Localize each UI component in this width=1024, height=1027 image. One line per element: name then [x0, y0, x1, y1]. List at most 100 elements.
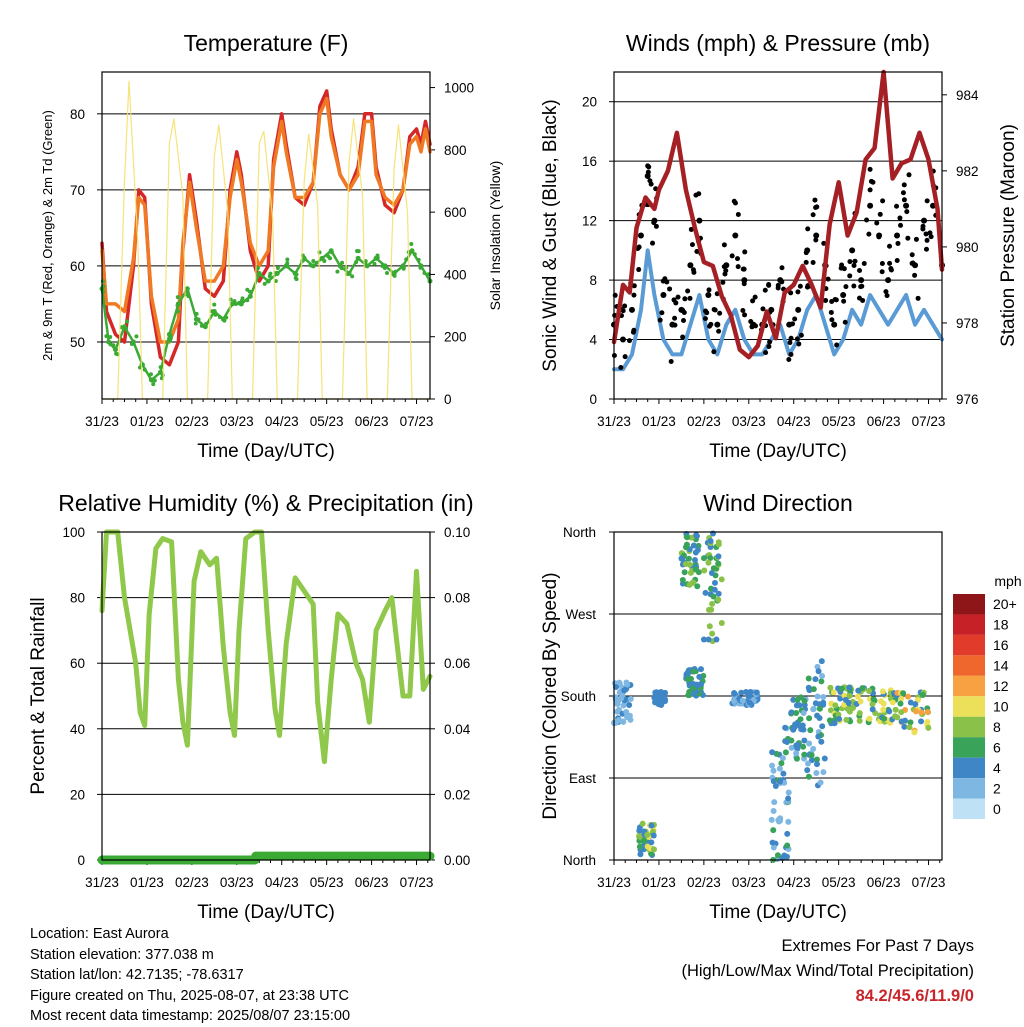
data-point-td2m [158, 365, 163, 370]
data-point-td2m [175, 309, 180, 314]
direction-point [818, 738, 825, 745]
direction-point [681, 569, 688, 576]
chart-title-humidity: Relative Humidity (%) & Precipitation (i… [58, 490, 473, 516]
direction-point [866, 688, 873, 695]
direction-point [801, 697, 808, 704]
data-point-gust [762, 287, 768, 293]
data-point-gust [688, 226, 694, 232]
direction-point [913, 708, 920, 715]
direction-point [653, 697, 660, 704]
direction-point [684, 534, 691, 541]
data-point-gust [840, 291, 847, 298]
data-point-gust [795, 289, 801, 295]
direction-point [794, 696, 801, 703]
data-point-td2m [108, 334, 113, 339]
data-point-td2m [317, 250, 322, 255]
data-point-gust [796, 341, 802, 347]
direction-point [815, 733, 822, 740]
direction-point [639, 820, 646, 827]
direction-point [886, 708, 893, 715]
direction-point [696, 673, 703, 680]
x-tick-label: 01/23 [130, 414, 164, 429]
data-point-gust [735, 256, 741, 262]
direction-point [816, 705, 823, 712]
data-point-gust [631, 283, 637, 289]
data-point-gust [720, 279, 726, 285]
data-point-gust [667, 286, 673, 292]
data-point-gust [901, 182, 907, 188]
data-point-gust [877, 211, 883, 217]
data-point-td2m [268, 271, 273, 276]
direction-point [905, 693, 912, 700]
data-point-gust [622, 354, 628, 360]
direction-point [881, 715, 888, 722]
data-point-gust [913, 236, 919, 242]
data-point-td2m [217, 315, 222, 320]
data-point-gust [861, 260, 867, 266]
data-point-gust [841, 298, 847, 304]
data-point-td2m [418, 265, 423, 270]
direction-point [769, 839, 776, 846]
data-point-td2m [148, 377, 154, 383]
data-point-gust [843, 284, 849, 290]
data-point-td2m [285, 264, 290, 269]
direction-point [880, 706, 887, 713]
data-point-gust [813, 204, 819, 210]
data-point-gust [618, 365, 624, 371]
y2-tick-label: 976 [956, 392, 979, 407]
direction-point [827, 684, 834, 691]
direction-point [648, 822, 655, 829]
chart-title-temperature: Temperature (F) [184, 30, 349, 56]
data-point-gust [866, 231, 872, 237]
direction-point [718, 576, 725, 583]
data-point-gust [906, 172, 912, 178]
y-tick-label: 60 [70, 259, 85, 274]
data-point-gust [644, 173, 651, 180]
y-tick-label: 70 [70, 183, 85, 198]
direction-point [697, 666, 704, 673]
direction-point [705, 559, 712, 566]
direction-point [785, 795, 792, 802]
data-point-gust [839, 262, 845, 268]
data-point-gust [831, 321, 838, 328]
data-point-gust [901, 197, 907, 203]
direction-point [785, 789, 792, 796]
direction-point [707, 554, 714, 561]
y-tick-label: 40 [70, 722, 85, 737]
colorbar-label: 4 [993, 760, 1001, 776]
data-point-gust [779, 265, 785, 271]
data-point-gust [884, 293, 890, 299]
colorbar-label: 16 [993, 637, 1009, 653]
colorbar-label: 10 [993, 699, 1009, 715]
data-point-td2m [335, 269, 340, 274]
y-axis-label-humidity: Percent & Total Rainfall [28, 597, 49, 794]
data-point-td2m [212, 302, 217, 307]
plot-frame [101, 71, 431, 400]
data-point-td2m [393, 269, 398, 274]
direction-point [906, 724, 913, 731]
data-point-td2m [294, 272, 299, 277]
data-point-td2m [222, 318, 227, 323]
data-point-gust [645, 169, 651, 175]
data-point-td2m [409, 248, 415, 254]
data-point-gust [876, 234, 882, 240]
data-point-gust [741, 266, 747, 272]
data-point-gust [924, 237, 930, 243]
data-point-gust [681, 318, 687, 324]
direction-point [806, 740, 813, 747]
direction-point [796, 702, 803, 709]
data-point-gust [879, 260, 885, 266]
data-point-td2m [125, 319, 130, 324]
colorbar-swatch [953, 594, 985, 615]
direction-point [782, 749, 789, 756]
data-point-gust [927, 230, 933, 236]
data-point-gust [732, 232, 739, 239]
direction-point [805, 684, 812, 691]
data-point-gust [879, 269, 885, 275]
y-tick-label: 4 [589, 333, 597, 348]
data-point-gust [657, 317, 663, 323]
data-point-gust [803, 259, 809, 265]
station-info: Location: East Aurora Station elevation:… [30, 924, 350, 1027]
direction-point [686, 688, 693, 695]
